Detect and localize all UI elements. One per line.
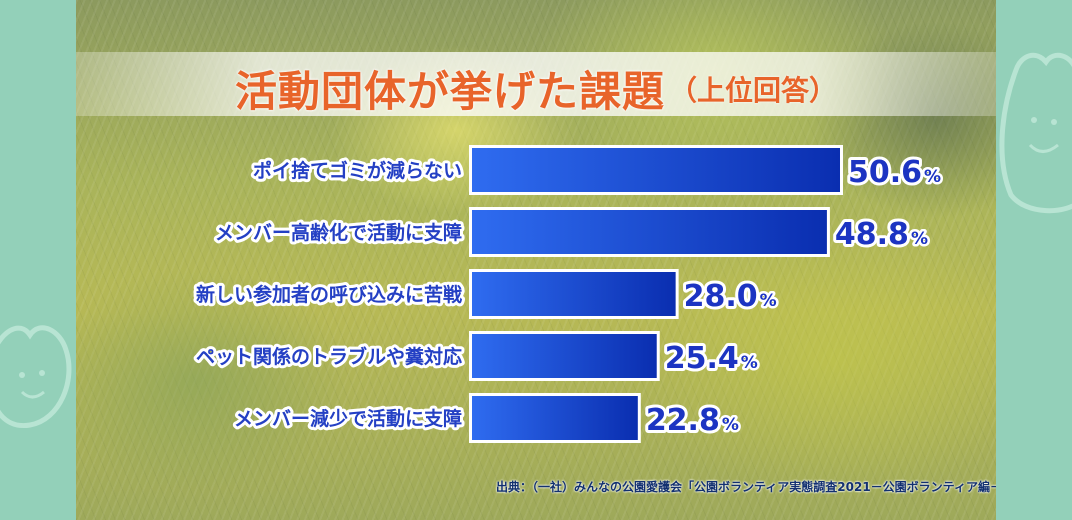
bar — [472, 396, 638, 440]
bar-chart: ポイ捨てゴミが減らない 50.6 % メンバー高齢化で活動に支障 48.8 % 新しい参加者… — [193, 145, 944, 443]
source-citation: 出典：（一社）みんなの公園愛護会「公園ボランティア実態調査2021－公園ボランテ… — [496, 480, 996, 494]
category-label: ペット関係のトラブルや糞対応 — [196, 345, 462, 368]
value-label: 22.8% — [646, 403, 739, 438]
title-band — [76, 52, 996, 116]
category-label: ポイ捨てゴミが減らない — [253, 159, 462, 182]
value-label: 50.6% — [848, 155, 941, 190]
value-label: 48.8% — [835, 217, 928, 252]
chart-title-main: 活動団体が挙げた課題 — [234, 67, 665, 116]
chart-title-sub: （上位回答） — [669, 73, 838, 107]
category-label: メンバー高齢化で活動に支障 — [215, 221, 462, 244]
category-label: 新しい参加者の呼び込みに苦戦 — [196, 283, 462, 306]
bar — [472, 334, 657, 378]
value-label: 28.0% — [684, 279, 777, 314]
left-side-decoration — [0, 0, 76, 520]
mascot-icon — [0, 325, 72, 429]
right-side-decoration — [996, 0, 1072, 520]
bar — [472, 272, 676, 316]
bar — [472, 148, 840, 192]
value-label: 25.4% — [665, 341, 758, 376]
category-label: メンバー減少で活動に支障 — [234, 407, 462, 430]
bar — [472, 210, 827, 254]
mascot-icon — [999, 52, 1072, 214]
chart-panel: 活動団体が挙げた課題 （上位回答） ポイ捨てゴミが減らない 50.6% メンバー高齢化… — [76, 0, 996, 520]
chart-title: 活動団体が挙げた課題 （上位回答） — [76, 58, 996, 119]
